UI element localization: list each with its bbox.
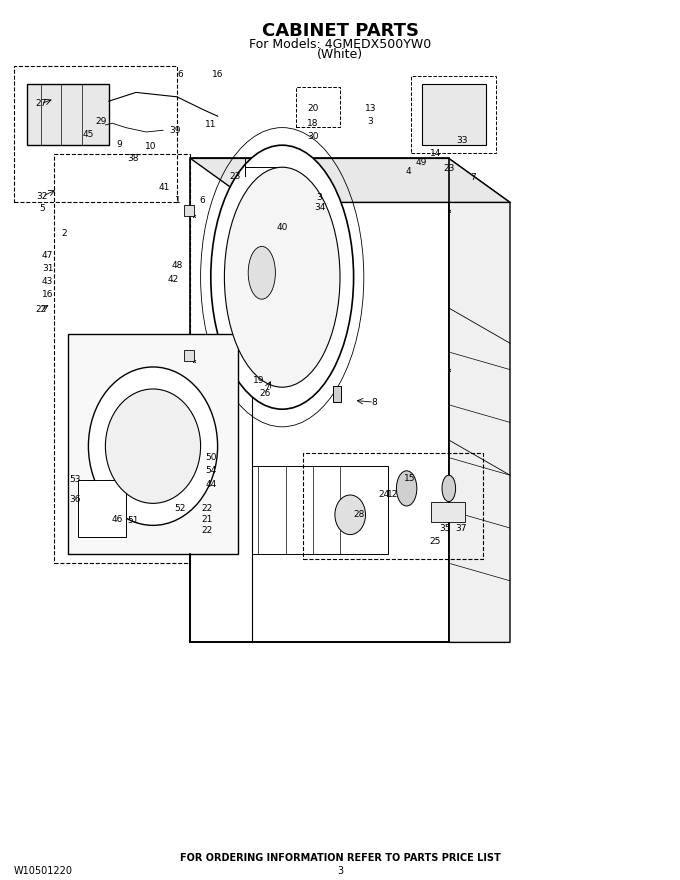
- Text: 40: 40: [277, 223, 288, 231]
- Ellipse shape: [248, 246, 275, 299]
- Bar: [333, 386, 341, 402]
- Text: 3: 3: [317, 193, 322, 202]
- Text: 16: 16: [212, 70, 223, 79]
- Text: 3: 3: [337, 866, 343, 876]
- Ellipse shape: [88, 367, 218, 525]
- Text: 6: 6: [177, 70, 183, 79]
- Text: 15: 15: [405, 474, 415, 483]
- Bar: [27, 84, 109, 145]
- Bar: [68, 334, 238, 554]
- Text: 19: 19: [253, 376, 264, 385]
- Bar: [411, 76, 496, 153]
- Text: 2: 2: [62, 229, 67, 238]
- Text: 26: 26: [260, 389, 271, 398]
- Ellipse shape: [442, 475, 456, 502]
- Text: 16: 16: [42, 290, 53, 299]
- Text: 48: 48: [171, 261, 182, 270]
- Bar: [14, 66, 177, 202]
- Text: 4: 4: [405, 167, 411, 176]
- Text: (White): (White): [317, 48, 363, 61]
- Bar: [422, 84, 486, 145]
- Text: 12: 12: [388, 490, 398, 499]
- Text: 27: 27: [35, 99, 46, 108]
- Text: 38: 38: [127, 154, 138, 163]
- Text: 52: 52: [175, 504, 186, 513]
- Text: CABINET PARTS: CABINET PARTS: [262, 22, 418, 40]
- Bar: [303, 453, 483, 559]
- Text: FOR ORDERING INFORMATION REFER TO PARTS PRICE LIST: FOR ORDERING INFORMATION REFER TO PARTS …: [180, 853, 500, 863]
- Text: 24: 24: [379, 490, 390, 499]
- Text: W10501220: W10501220: [14, 866, 73, 876]
- Text: 21: 21: [202, 515, 213, 524]
- Text: 32: 32: [37, 192, 48, 201]
- Text: 42: 42: [168, 275, 179, 284]
- Bar: [54, 154, 190, 563]
- Bar: [190, 158, 449, 642]
- Text: 33: 33: [457, 136, 468, 145]
- Text: 23: 23: [229, 172, 240, 180]
- Bar: [184, 205, 194, 216]
- Text: 31: 31: [42, 264, 53, 273]
- Polygon shape: [449, 158, 510, 642]
- Text: 10: 10: [146, 142, 156, 150]
- Text: 34: 34: [314, 203, 325, 212]
- Ellipse shape: [335, 495, 366, 535]
- Text: 43: 43: [42, 277, 53, 286]
- Text: 46: 46: [112, 515, 123, 524]
- Text: 13: 13: [365, 104, 376, 113]
- Text: 35: 35: [440, 524, 451, 532]
- Ellipse shape: [105, 389, 201, 503]
- Text: 11: 11: [205, 121, 216, 129]
- Text: 28: 28: [354, 510, 364, 519]
- Text: 14: 14: [430, 149, 441, 158]
- Ellipse shape: [224, 167, 340, 387]
- Text: 30: 30: [307, 132, 318, 141]
- Text: 9: 9: [116, 140, 122, 149]
- Text: 5: 5: [39, 204, 45, 213]
- Text: 54: 54: [205, 466, 216, 475]
- Bar: [184, 350, 194, 361]
- Text: 1: 1: [175, 196, 181, 205]
- Bar: [431, 502, 465, 522]
- Text: 22: 22: [202, 504, 213, 513]
- Text: 53: 53: [69, 475, 80, 484]
- Text: 45: 45: [83, 130, 94, 139]
- Text: 8: 8: [371, 398, 377, 407]
- Text: For Models: 4GMEDX500YW0: For Models: 4GMEDX500YW0: [249, 38, 431, 50]
- Text: 3: 3: [368, 117, 373, 126]
- Text: 29: 29: [95, 117, 106, 126]
- Text: 39: 39: [170, 126, 181, 135]
- Text: 18: 18: [307, 119, 318, 128]
- Text: 23: 23: [443, 165, 454, 173]
- Text: 22: 22: [202, 526, 213, 535]
- Text: 47: 47: [42, 251, 53, 260]
- Text: 49: 49: [416, 158, 427, 167]
- Text: 44: 44: [205, 480, 216, 488]
- Text: 7: 7: [470, 173, 475, 182]
- Ellipse shape: [396, 471, 417, 506]
- Text: 17: 17: [161, 429, 172, 437]
- Bar: [252, 466, 388, 554]
- Ellipse shape: [211, 145, 354, 409]
- Text: 22: 22: [35, 305, 46, 314]
- Text: 36: 36: [69, 495, 80, 504]
- Text: 51: 51: [127, 517, 138, 525]
- Text: 37: 37: [456, 524, 466, 532]
- Bar: [296, 87, 340, 127]
- Bar: [78, 480, 126, 537]
- Text: 50: 50: [205, 453, 216, 462]
- Text: 20: 20: [307, 104, 318, 113]
- Polygon shape: [190, 158, 510, 202]
- Text: 6: 6: [200, 196, 205, 205]
- Text: 25: 25: [430, 537, 441, 546]
- Text: 41: 41: [159, 183, 170, 192]
